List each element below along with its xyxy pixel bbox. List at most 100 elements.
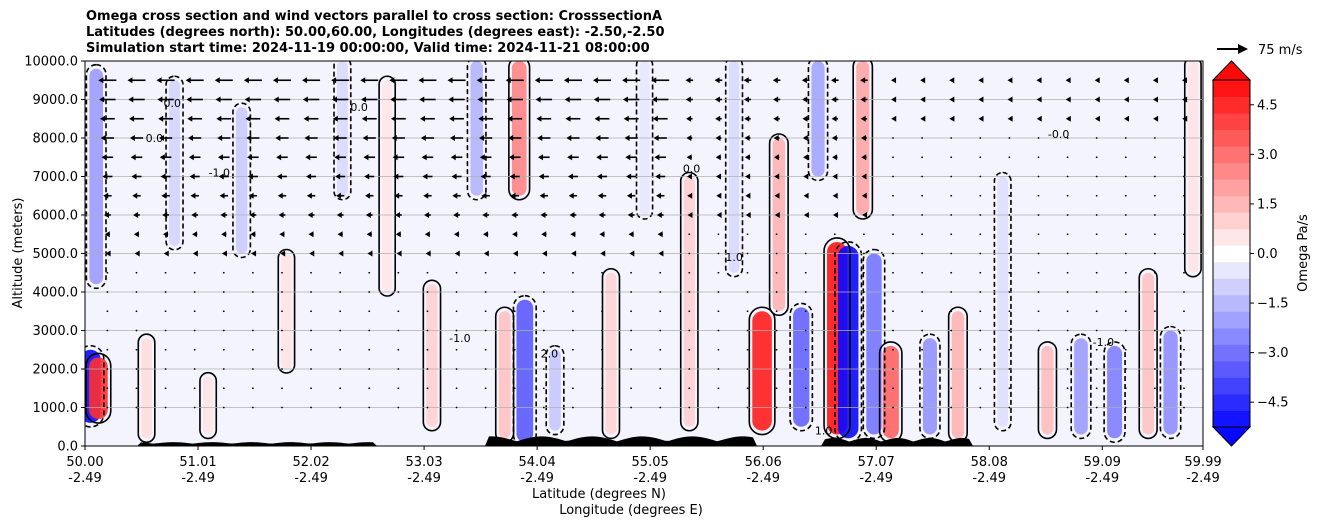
wind-vector-dot <box>1124 233 1127 236</box>
wind-vector-head <box>160 173 166 180</box>
wind-vector-dot <box>746 271 749 274</box>
wind-vector-head <box>774 173 780 180</box>
wind-vector-dot <box>572 368 574 370</box>
wind-vector-head <box>276 154 282 161</box>
wind-vector-head <box>802 96 808 103</box>
colorbar-segment <box>1213 179 1250 197</box>
wind-vector-dot <box>513 387 516 390</box>
wind-vector-head <box>421 154 427 161</box>
colorbar-segment <box>1213 162 1250 180</box>
wind-vector-head <box>623 115 629 122</box>
wind-vector-dot <box>775 406 778 409</box>
wind-vector-dot <box>1183 156 1185 159</box>
wind-vector-dot <box>1037 137 1040 139</box>
wind-vector-head <box>949 96 955 103</box>
wind-vector-head <box>449 115 455 122</box>
chart-title-line-1: Omega cross section and wind vectors par… <box>86 9 663 24</box>
wind-vector-dot <box>601 271 603 274</box>
wind-vector-head <box>652 115 658 122</box>
wind-vector-dot <box>1008 271 1011 274</box>
wind-vector-head <box>716 212 722 218</box>
wind-vector-dot <box>1153 368 1156 370</box>
wind-vector-dot <box>863 291 865 293</box>
wind-vector-dot <box>659 310 662 313</box>
colorbar-label: Omega Pa/s <box>1296 214 1311 292</box>
wind-vector-head <box>564 96 570 103</box>
x-tick-label-lat: 53.03 <box>405 455 442 470</box>
wind-vector-head <box>452 192 458 199</box>
x-tick-label-lat: 54.04 <box>519 455 556 470</box>
wind-vector-dot <box>746 233 749 236</box>
wind-vector-dot <box>601 310 603 313</box>
wind-vector-head <box>247 173 253 180</box>
wind-vector-dot <box>659 291 662 293</box>
wind-vector-dot <box>950 252 953 255</box>
wind-vector-head <box>425 250 431 257</box>
wind-vector-head <box>571 250 577 257</box>
wind-vector-dot <box>630 406 633 409</box>
wind-vector-head <box>654 154 660 161</box>
wind-vector-dot <box>572 348 574 351</box>
wind-vector-dot <box>833 271 836 274</box>
wind-vector-head <box>622 96 628 103</box>
wind-vector-dot <box>921 271 924 274</box>
omega-band <box>549 349 561 431</box>
wind-vector-head <box>188 135 194 141</box>
wind-vector-dot <box>1066 252 1069 255</box>
wind-vector-dot <box>310 406 312 409</box>
wind-vector-head <box>157 96 163 103</box>
wind-vector-dot <box>804 271 807 274</box>
wind-vector-head <box>626 173 632 180</box>
wind-vector-dot <box>688 310 691 313</box>
omega-contour <box>333 61 352 201</box>
wind-vector-head <box>454 250 460 257</box>
wind-vector-head <box>129 135 135 141</box>
wind-vector-head <box>134 250 140 257</box>
wind-vector-dot <box>397 406 400 409</box>
wind-vector-dot <box>106 387 109 390</box>
omega-band <box>1074 338 1088 435</box>
y-tick-label: 7000.0 <box>33 170 79 185</box>
wind-vector-head <box>101 154 107 161</box>
wind-vector-dot <box>1008 175 1011 178</box>
omega-band <box>235 107 248 254</box>
wind-vector-head <box>803 173 809 180</box>
wind-vector-dot <box>426 329 429 332</box>
wind-vector-head <box>1182 115 1188 122</box>
wind-vector-dot <box>717 329 720 332</box>
omega-band <box>1142 272 1155 435</box>
wind-vector-dot <box>717 310 720 313</box>
wind-vector-dot <box>1153 252 1156 255</box>
quiver-key: 75 m/s <box>1217 43 1303 58</box>
wind-vector-head <box>390 115 396 122</box>
wind-vector-dot <box>833 368 836 370</box>
wind-vector-head <box>1036 77 1042 84</box>
wind-vector-head <box>686 173 692 180</box>
quiver-key-label: 75 m/s <box>1258 43 1303 58</box>
wind-vector-dot <box>717 348 720 351</box>
wind-vector-head <box>481 192 487 199</box>
colorbar-segment <box>1213 195 1250 213</box>
wind-vector-dot <box>368 368 371 370</box>
wind-vector-head <box>1065 77 1071 84</box>
wind-vector-dot <box>1124 368 1127 370</box>
wind-vector-dot <box>542 271 545 274</box>
wind-vector-dot <box>1008 194 1011 197</box>
wind-vector-dot <box>1183 348 1185 351</box>
wind-vector-dot <box>310 329 312 332</box>
wind-vector-dot <box>251 406 254 409</box>
wind-vector-head <box>1007 115 1013 122</box>
y-tick-label: 4000.0 <box>33 286 79 301</box>
wind-vector-head <box>335 192 341 199</box>
wind-vector-head <box>920 77 926 84</box>
wind-vector-dot <box>222 406 225 409</box>
wind-vector-dot <box>950 175 953 178</box>
x-tick-label-lat: 51.01 <box>179 455 216 470</box>
wind-vector-head <box>1153 96 1159 103</box>
wind-vector-head <box>1094 115 1100 122</box>
wind-vector-head <box>774 212 780 218</box>
wind-vector-head <box>309 250 315 257</box>
wind-vector-head <box>1153 115 1159 122</box>
colorbar-tick-label: −1.5 <box>1257 297 1289 312</box>
wind-vector-head <box>246 135 252 141</box>
